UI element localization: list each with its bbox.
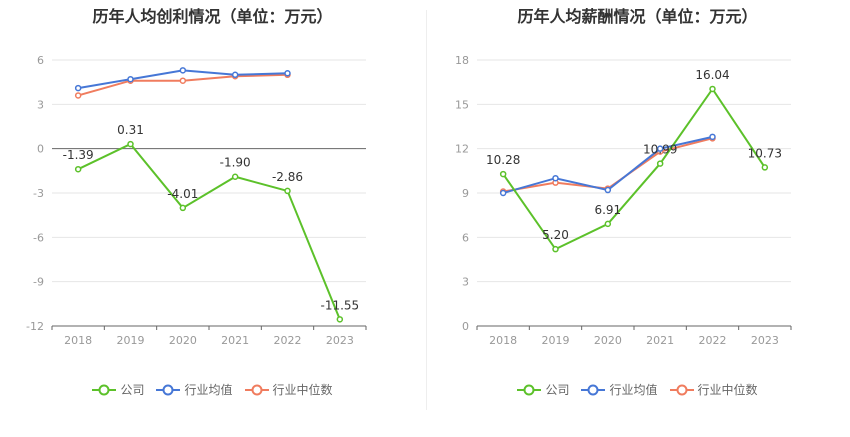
chart-panel-profit: 历年人均创利情况（单位：万元） 6 3 0 -3 -6 -9 -12 2018 2019 2020… [0, 7, 425, 398]
data-point-company [231, 173, 239, 180]
legend-item-industry-median[interactable]: 行业中位数 [669, 381, 758, 398]
salary-chart: 18 15 12 9 6 3 0 2018 2019 2020 2021 2022 2023 10.28 5… [455, 54, 792, 347]
data-point-company [604, 220, 612, 228]
x-tick-label: 2019 [117, 334, 145, 347]
legend-swatch-icon [669, 384, 694, 395]
data-label: -2.86 [272, 170, 303, 184]
data-label: 5.20 [542, 228, 569, 242]
data-point-company [179, 204, 187, 212]
legend-item-company[interactable]: 公司 [517, 381, 569, 398]
y-tick-label: -9 [33, 276, 44, 289]
data-point-industry-avg [656, 145, 664, 152]
y-tick-label: 6 [37, 54, 44, 67]
legend-item-industry-avg[interactable]: 行业均值 [156, 381, 233, 398]
data-point-industry-avg [604, 186, 612, 194]
data-point-company [336, 316, 344, 323]
data-point-company [74, 165, 82, 173]
chart-title: 历年人均薪酬情况（单位：万元） [517, 7, 758, 26]
y-tick-label: 3 [37, 98, 44, 111]
data-point-company [127, 140, 134, 148]
panel-divider [426, 10, 427, 410]
legend-label: 行业均值 [609, 383, 658, 397]
data-point-company [284, 187, 291, 195]
x-tick-label: 2022 [699, 334, 727, 347]
data-point-industry-median [74, 92, 82, 99]
data-label: 0.31 [117, 123, 144, 137]
data-label: 16.04 [695, 68, 729, 82]
y-tick-label: 15 [455, 98, 469, 111]
legend-label: 行业中位数 [697, 383, 758, 397]
x-tick-label: 2023 [751, 334, 779, 347]
chart-legend: 公司 行业均值 行业中位数 [425, 381, 850, 398]
y-tick-label: 6 [462, 231, 469, 244]
y-tick-label: -12 [26, 320, 44, 333]
x-tick-label: 2019 [542, 334, 570, 347]
data-point-company [499, 170, 507, 178]
chart-title: 历年人均创利情况（单位：万元） [92, 7, 333, 26]
legend-swatch-icon [244, 384, 269, 395]
legend-label: 行业均值 [184, 383, 233, 397]
data-label: -1.90 [220, 156, 251, 170]
y-tick-label: 12 [455, 143, 469, 156]
x-tick-label: 2018 [64, 334, 92, 347]
legend-item-company[interactable]: 公司 [92, 381, 144, 398]
chart-panel-salary: 历年人均薪酬情况（单位：万元） 18 15 12 9 6 3 0 2018 2019 2020 20… [425, 0, 850, 437]
data-point-industry-avg [284, 70, 291, 77]
data-point-industry-avg [552, 174, 559, 182]
data-point-company [709, 85, 716, 93]
data-point-industry-avg [74, 84, 82, 92]
x-tick-label: 2022 [274, 334, 302, 347]
y-tick-label: 18 [455, 54, 469, 67]
data-label: 10.28 [486, 153, 520, 167]
x-tick-label: 2021 [221, 334, 249, 347]
data-point-industry-avg [231, 71, 239, 79]
y-tick-label: 0 [462, 320, 469, 333]
series-line-industry-avg [502, 135, 713, 194]
data-point-industry-avg [499, 189, 507, 197]
legend-swatch-icon [581, 384, 606, 395]
data-label: -4.01 [167, 187, 198, 201]
legend-item-industry-avg[interactable]: 行业均值 [581, 381, 658, 398]
profit-chart: 6 3 0 -3 -6 -9 -12 2018 2019 2020 2021 2022 2023 -1.3… [26, 54, 367, 347]
legend-label: 公司 [120, 383, 145, 397]
x-tick-label: 2018 [489, 334, 517, 347]
data-point-company [761, 164, 769, 171]
series-line-company [502, 87, 766, 251]
data-point-company [552, 245, 559, 253]
legend-label: 行业中位数 [272, 383, 333, 397]
legend-swatch-icon [156, 384, 181, 395]
y-tick-label: 3 [462, 276, 469, 289]
data-label: -11.55 [320, 298, 359, 312]
data-point-industry-avg [127, 75, 134, 83]
y-tick-label: -6 [33, 231, 44, 244]
x-tick-label: 2020 [594, 334, 622, 347]
data-point-industry-avg [179, 67, 187, 74]
data-label: 10.99 [643, 143, 677, 157]
legend-swatch-icon [517, 384, 542, 395]
data-point-industry-median [179, 77, 187, 84]
x-tick-label: 2020 [169, 334, 197, 347]
data-label: 10.73 [748, 146, 782, 160]
legend-label: 公司 [545, 383, 570, 397]
legend-swatch-icon [92, 384, 117, 395]
series-line-company [77, 142, 341, 320]
y-tick-label: 9 [462, 187, 469, 200]
data-label: -1.39 [63, 148, 94, 162]
y-tick-label: -3 [33, 187, 44, 200]
data-label: 6.91 [594, 203, 621, 217]
x-tick-label: 2023 [326, 334, 354, 347]
data-point-company [656, 160, 664, 167]
y-tick-label: 0 [37, 143, 44, 156]
data-point-industry-avg [709, 133, 716, 141]
legend-item-industry-median[interactable]: 行业中位数 [244, 381, 333, 398]
chart-legend: 公司 行业均值 行业中位数 [0, 381, 425, 398]
x-tick-label: 2021 [646, 334, 674, 347]
